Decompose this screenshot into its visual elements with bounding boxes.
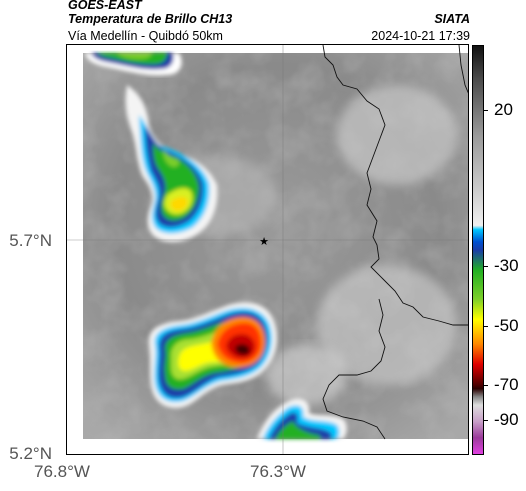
lon-label-76-8: 76.8°W — [34, 462, 90, 481]
map-canvas: ★ — [67, 45, 468, 454]
colorbar-label-minus30: -30 — [494, 256, 519, 275]
department-borders — [322, 45, 468, 440]
convective-cell-south — [148, 302, 278, 408]
colorbar-tick — [484, 420, 488, 421]
colorbar-tick — [484, 266, 488, 267]
colorbar-label-minus90: -90 — [494, 410, 519, 429]
lon-label-76-3: 76.3°W — [250, 462, 306, 481]
convective-cell-north — [85, 53, 182, 76]
colorbar-tick — [484, 110, 488, 111]
gridlines — [67, 45, 468, 454]
lat-label-5-7: 5.7°N — [9, 231, 52, 250]
convective-cell-west — [125, 85, 218, 242]
product-title: Temperatura de Brillo CH13 — [68, 12, 233, 26]
agency-label: SIATA — [434, 12, 470, 26]
location-marker[interactable]: ★ — [259, 235, 269, 248]
colorbar-label-minus70: -70 — [494, 375, 519, 394]
colorbar-label-20: 20 — [494, 100, 513, 119]
colorbar — [472, 45, 484, 455]
convective-cell-southeast — [257, 398, 347, 439]
satellite-map[interactable]: ★ — [66, 44, 469, 455]
colorbar-tick — [484, 326, 488, 327]
colorbar-label-minus50: -50 — [494, 316, 519, 335]
satellite-title: GOES-EAST — [68, 0, 142, 12]
lat-label-5-2: 5.2°N — [9, 444, 52, 463]
timestamp-label: 2024-10-21 17:39 — [371, 29, 470, 43]
colorbar-tick — [484, 385, 488, 386]
route-subtitle: Vía Medellín - Quibdó 50km — [68, 29, 223, 43]
star-icon: ★ — [259, 235, 269, 248]
